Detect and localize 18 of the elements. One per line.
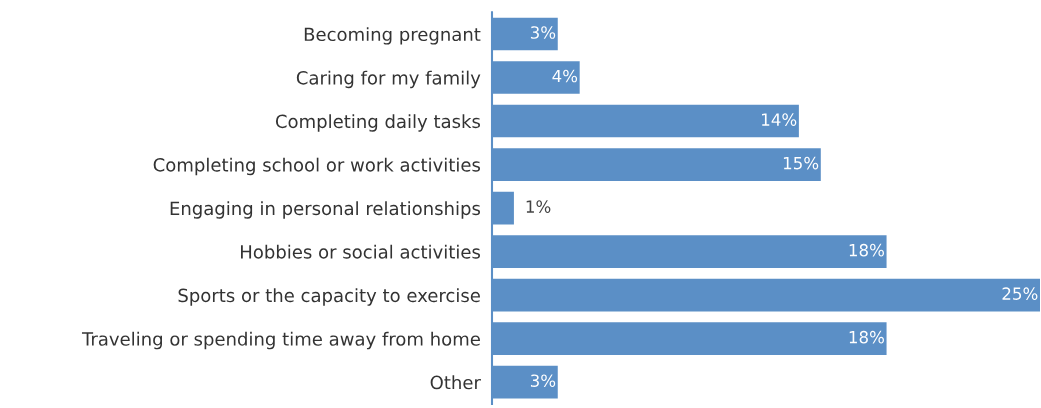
y-tick-label: Sports or the capacity to exercise (178, 288, 480, 306)
data-label: 14% (762, 113, 797, 126)
y-tick-label: Hobbies or social activities (241, 244, 481, 259)
data-label: 18% (849, 243, 884, 257)
y-tick-label: Caring for my family (296, 70, 481, 89)
y-tick-label: Completing daily tasks (275, 114, 481, 132)
y-tick-label: Completing school or work activities (153, 157, 481, 176)
data-label: 25% (1002, 287, 1038, 300)
y-tick-label: Traveling or spending time away from home (81, 331, 480, 350)
data-label: 1% (526, 200, 551, 213)
data-label: 3% (530, 374, 556, 387)
data-label: 3% (530, 26, 556, 39)
data-label: 18% (849, 330, 884, 344)
data-label: 15% (783, 156, 819, 170)
y-tick-label: Engaging in personal relationships (170, 201, 481, 219)
y-tick-label: Becoming pregnant (304, 27, 481, 45)
data-label: 4% (552, 69, 578, 83)
y-tick-label: Other (430, 375, 481, 390)
